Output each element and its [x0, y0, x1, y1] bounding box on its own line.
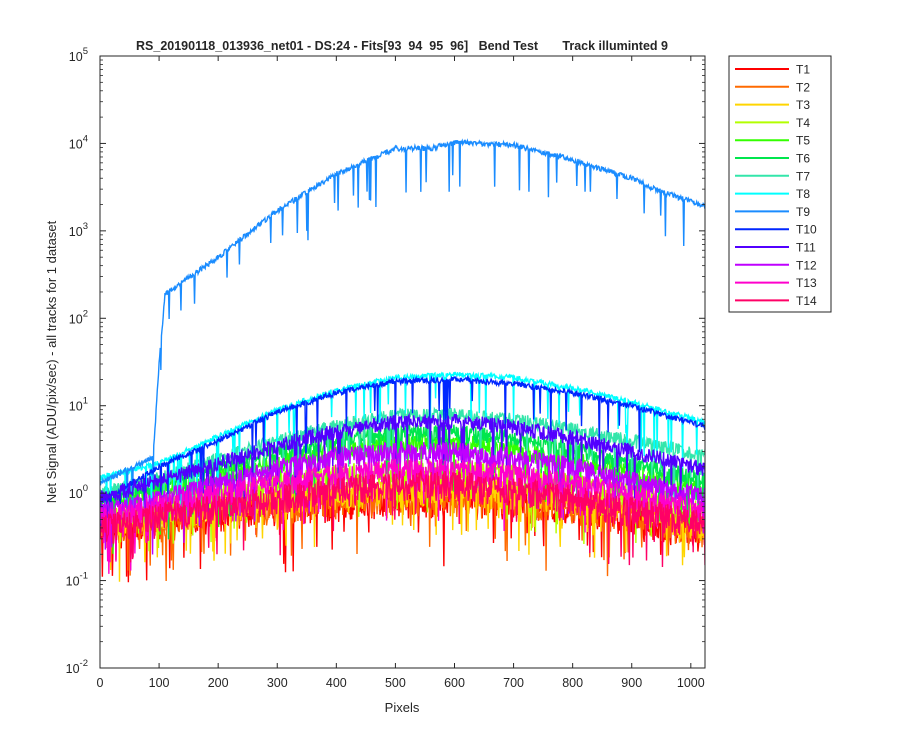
y-tick-label: 105 [69, 46, 88, 64]
legend-label: T5 [796, 134, 810, 148]
x-tick-label: 900 [621, 676, 642, 690]
legend-item-t13[interactable]: T13 [735, 276, 817, 290]
legend-label: T3 [796, 98, 810, 112]
legend-item-t12[interactable]: T12 [735, 258, 817, 272]
legend-label: T9 [796, 205, 810, 219]
y-tick-label: 100 [69, 483, 88, 501]
legend-label: T10 [796, 223, 817, 237]
chart-title: RS_20190118_013936_net01 - DS:24 - Fits[… [136, 39, 668, 53]
series-line-t12 [100, 441, 705, 555]
x-tick-label: 1000 [677, 676, 705, 690]
legend-label: T11 [796, 241, 816, 255]
legend-item-t6[interactable]: T6 [735, 152, 810, 166]
axes-box [99, 55, 706, 669]
y-tick-label: 102 [69, 308, 88, 326]
legend-items: T1 T2 T3 T4 T5 T6 T7 T8 T9 T10 T11 T12 T13 T14 [735, 63, 817, 308]
y-tick-label: 10-2 [66, 658, 88, 676]
series-line-t9 [100, 138, 705, 516]
legend-label: T8 [796, 187, 810, 201]
legend-label: T1 [796, 63, 810, 77]
legend-item-t7[interactable]: T7 [735, 169, 810, 183]
series-line-t14 [100, 468, 705, 568]
legend-label: T12 [796, 258, 817, 272]
legend-item-t11[interactable]: T11 [735, 241, 816, 255]
legend-item-t8[interactable]: T8 [735, 187, 810, 201]
legend-label: T14 [796, 294, 817, 308]
x-axis-label: Pixels [385, 700, 420, 715]
x-tick-label: 800 [562, 676, 583, 690]
y-axis: 10-2 10-1 100 101 102 103 104 105 [66, 46, 705, 676]
legend-item-t5[interactable]: T5 [735, 134, 810, 148]
x-tick-label: 400 [326, 676, 347, 690]
legend-box [728, 55, 832, 313]
legend-label: T6 [796, 152, 810, 166]
x-tick-label: 200 [208, 676, 229, 690]
series-line-t13 [100, 458, 705, 574]
x-tick-label: 0 [97, 676, 104, 690]
legend-item-t10[interactable]: T10 [735, 223, 817, 237]
x-tick-label: 600 [444, 676, 465, 690]
y-tick-label: 103 [69, 221, 88, 239]
x-tick-label: 300 [267, 676, 288, 690]
legend-item-t9[interactable]: T9 [735, 205, 810, 219]
legend-item-t3[interactable]: T3 [735, 98, 810, 112]
y-tick-label: 101 [69, 396, 88, 414]
legend-label: T2 [796, 80, 810, 94]
legend-item-t14[interactable]: T14 [735, 294, 817, 308]
legend-item-t2[interactable]: T2 [735, 80, 810, 94]
y-tick-label: 10-1 [66, 571, 88, 589]
series-layer [100, 138, 705, 583]
legend-item-t4[interactable]: T4 [735, 116, 810, 130]
legend-label: T7 [796, 169, 810, 183]
x-tick-label: 500 [385, 676, 406, 690]
legend-item-t1[interactable]: T1 [735, 63, 810, 77]
legend-label: T13 [796, 276, 817, 290]
x-axis: 0 100 200 300 400 500 600 700 800 900 1000 [97, 56, 705, 690]
legend-label: T4 [796, 116, 810, 130]
plot-area [100, 56, 705, 668]
series-line-t10 [100, 374, 705, 530]
y-tick-label: 104 [69, 133, 88, 151]
legend[interactable]: T1 T2 T3 T4 T5 T6 T7 T8 T9 T10 T11 T12 T13 T14 [728, 55, 832, 313]
x-tick-label: 700 [503, 676, 524, 690]
y-axis-label: Net Signal (ADU/pix/sec) - all tracks fo… [44, 220, 59, 503]
x-tick-label: 100 [149, 676, 170, 690]
